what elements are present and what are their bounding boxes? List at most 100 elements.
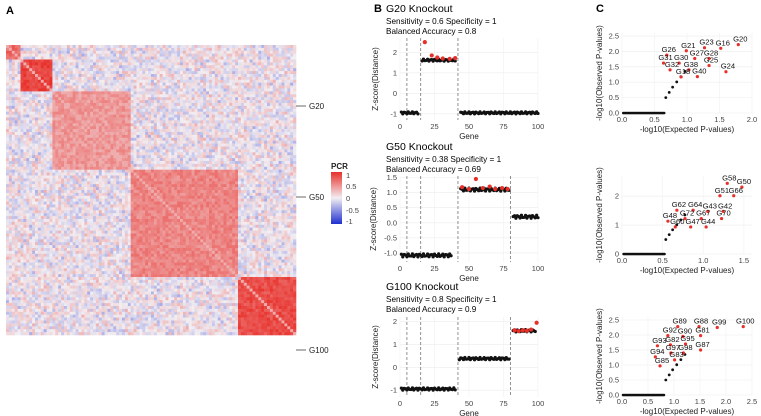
heatmap-cell bbox=[32, 59, 36, 63]
heatmap-cell bbox=[287, 137, 291, 141]
heatmap-cell bbox=[185, 169, 189, 173]
heatmap-cell bbox=[46, 105, 50, 110]
heatmap-cell bbox=[90, 68, 94, 72]
heatmap-cell bbox=[136, 155, 140, 159]
heatmap-cell bbox=[174, 175, 178, 179]
heatmap-cell bbox=[156, 152, 160, 156]
heatmap-cell bbox=[61, 155, 65, 159]
heatmap-cell bbox=[110, 94, 114, 98]
heatmap-cell bbox=[66, 155, 71, 159]
heatmap-cell bbox=[290, 103, 294, 107]
heatmap-cell bbox=[191, 68, 195, 72]
heatmap-cell bbox=[49, 117, 53, 121]
heatmap-cell bbox=[58, 132, 62, 136]
heatmap-cell bbox=[122, 85, 126, 89]
heatmap-cell bbox=[264, 65, 268, 69]
heatmap-cell bbox=[240, 62, 245, 66]
heatmap-cell bbox=[98, 117, 102, 121]
heatmap-cell bbox=[275, 140, 279, 144]
heatmap-cell bbox=[238, 74, 242, 78]
heatmap-cell bbox=[261, 172, 265, 176]
heatmap-cell bbox=[87, 91, 91, 95]
heatmap-cell bbox=[209, 143, 213, 147]
heatmap-cell bbox=[133, 152, 137, 156]
heatmap-cell bbox=[127, 45, 131, 49]
heatmap-cell bbox=[124, 108, 129, 112]
heatmap-cell bbox=[145, 117, 149, 121]
heatmap-cell bbox=[165, 123, 169, 127]
heatmap-cell bbox=[226, 187, 230, 191]
heatmap-cell bbox=[113, 120, 117, 124]
heatmap-cell bbox=[168, 117, 172, 121]
heatmap-cell bbox=[37, 166, 42, 170]
heatmap-cell bbox=[246, 146, 250, 150]
heatmap-cell bbox=[159, 134, 163, 139]
heatmap-cell bbox=[180, 100, 184, 104]
heatmap-cell bbox=[119, 172, 123, 176]
heatmap-cell bbox=[206, 123, 210, 127]
heatmap-cell bbox=[119, 103, 123, 107]
heatmap-cell bbox=[177, 94, 181, 98]
heatmap-cell bbox=[29, 178, 33, 182]
heatmap-cell bbox=[238, 103, 242, 107]
heatmap-cell bbox=[75, 158, 79, 162]
heatmap-cell bbox=[148, 105, 152, 110]
heatmap-cell bbox=[104, 111, 108, 115]
heatmap-cell bbox=[243, 62, 247, 66]
heatmap-cell bbox=[287, 45, 291, 49]
heatmap-cell bbox=[217, 79, 221, 83]
heatmap-cell bbox=[23, 146, 27, 150]
heatmap-cell bbox=[66, 65, 71, 69]
heatmap-cell bbox=[188, 155, 192, 159]
heatmap-cell bbox=[98, 166, 102, 170]
heatmap-cell bbox=[243, 56, 247, 60]
heatmap-cell bbox=[23, 152, 27, 156]
heatmap-cell bbox=[275, 74, 279, 78]
heatmap-cell bbox=[177, 65, 181, 69]
heatmap-cell bbox=[95, 146, 100, 150]
heatmap-cell bbox=[267, 175, 271, 179]
heatmap-cell bbox=[6, 105, 10, 110]
heatmap-cell bbox=[156, 94, 160, 98]
heatmap-cell bbox=[206, 178, 210, 182]
heatmap-cell bbox=[287, 71, 291, 75]
heatmap-cell bbox=[156, 56, 160, 60]
heatmap-cell bbox=[165, 108, 169, 112]
heatmap-cell bbox=[20, 45, 24, 49]
heatmap-cell bbox=[29, 65, 33, 69]
heatmap-cell bbox=[267, 163, 271, 168]
heatmap-cell bbox=[171, 169, 175, 173]
heatmap-cell bbox=[40, 163, 44, 168]
heatmap-cell bbox=[110, 178, 114, 182]
heatmap-cell bbox=[93, 163, 97, 168]
heatmap-cell bbox=[180, 82, 184, 86]
heatmap-cell bbox=[240, 161, 245, 165]
heatmap-cell bbox=[200, 143, 204, 147]
heatmap-cell bbox=[101, 62, 105, 66]
heatmap-cell bbox=[232, 152, 236, 156]
heatmap-cell bbox=[174, 117, 178, 121]
heatmap-cell bbox=[101, 137, 105, 141]
heatmap-cell bbox=[200, 187, 204, 191]
heatmap-cell bbox=[197, 103, 201, 107]
heatmap-cell bbox=[261, 108, 265, 112]
heatmap-cell bbox=[211, 103, 216, 107]
heatmap-cell bbox=[69, 163, 73, 168]
heatmap-cell bbox=[200, 152, 204, 156]
heatmap-cell bbox=[23, 108, 27, 112]
heatmap-cell bbox=[84, 85, 88, 89]
heatmap-cell bbox=[220, 108, 224, 112]
heatmap-cell bbox=[49, 45, 53, 49]
heatmap-cell bbox=[290, 172, 294, 176]
heatmap-cell bbox=[264, 68, 268, 72]
heatmap-cell bbox=[14, 76, 18, 81]
heatmap-cell bbox=[124, 71, 129, 75]
heatmap-cell bbox=[133, 79, 137, 83]
heatmap-cell bbox=[209, 59, 213, 63]
heatmap-cell bbox=[214, 169, 218, 173]
heatmap-cell bbox=[46, 149, 50, 153]
heatmap-cell bbox=[255, 126, 259, 130]
heatmap-cell bbox=[240, 79, 245, 83]
heatmap-cell bbox=[61, 152, 65, 156]
heatmap-cell bbox=[249, 97, 253, 101]
